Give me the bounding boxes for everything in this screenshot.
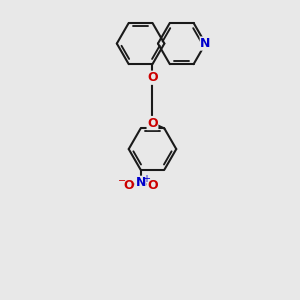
- Text: O: O: [147, 116, 158, 130]
- Text: O: O: [147, 179, 158, 192]
- Text: +: +: [142, 174, 150, 184]
- Text: −: −: [118, 176, 127, 187]
- Text: N: N: [200, 37, 211, 50]
- Text: O: O: [147, 71, 158, 84]
- Text: O: O: [124, 179, 134, 192]
- Text: N: N: [135, 176, 146, 189]
